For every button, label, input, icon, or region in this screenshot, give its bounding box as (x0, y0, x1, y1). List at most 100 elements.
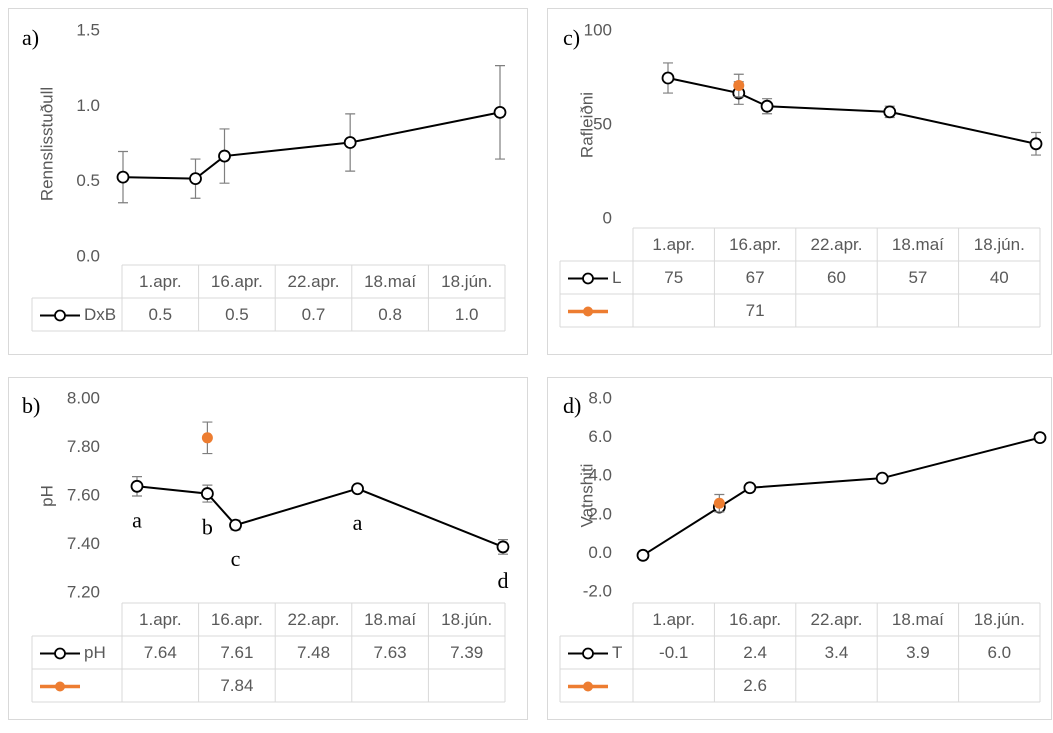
table-header: 1.apr. (652, 235, 695, 254)
table-header: 18.jún. (441, 610, 492, 629)
table-value: 1.0 (455, 305, 479, 324)
point (189, 172, 202, 186)
table-value: 3.4 (825, 643, 849, 662)
y-tick-label: 100 (584, 20, 612, 39)
table-header: 18.maí (892, 235, 944, 254)
legend-marker (583, 681, 593, 692)
table-value: 7.61 (220, 643, 253, 662)
y-tick-label: 7.40 (67, 534, 100, 553)
panel-border (547, 377, 1052, 720)
y-axis-title: Rennslisstuðull (37, 87, 56, 201)
table-value: 57 (908, 268, 927, 287)
panel-label: c) (563, 25, 580, 50)
panel-label: b) (22, 393, 40, 418)
table-header: 16.apr. (211, 610, 263, 629)
y-axis-title: pH (37, 485, 56, 507)
point (130, 479, 144, 493)
legend-label: T (612, 643, 622, 662)
point (229, 518, 242, 532)
annotation: c (231, 546, 241, 571)
series-line (122, 111, 501, 180)
point (636, 548, 650, 562)
table-header: 1.apr. (139, 610, 182, 629)
table-header: 22.apr. (288, 610, 340, 629)
table-value: 6.0 (987, 643, 1011, 662)
point (116, 170, 130, 184)
point (1033, 431, 1047, 445)
legend-marker (582, 647, 594, 660)
panel-border (8, 8, 528, 355)
y-tick-label: 0 (603, 208, 612, 227)
table-header: 18.maí (892, 610, 944, 629)
table-header: 18.maí (364, 272, 416, 291)
point (218, 149, 231, 163)
point (875, 471, 889, 485)
table-header: 16.apr. (729, 610, 781, 629)
table-value: 2.4 (743, 643, 767, 662)
table-header: 18.jún. (974, 235, 1025, 254)
y-tick-label: 0.0 (588, 543, 612, 562)
table-value: 7.84 (220, 676, 253, 695)
y-axis-title: Rafleiðni (577, 92, 596, 158)
y-tick-label: 1.0 (76, 96, 100, 115)
legend-marker (583, 306, 593, 317)
table-value: 67 (746, 268, 765, 287)
table-header: 22.apr. (811, 235, 863, 254)
table-header: 1.apr. (652, 610, 695, 629)
y-tick-label: 2.0 (588, 504, 612, 523)
point (493, 105, 507, 119)
annotation: b (202, 515, 213, 540)
table-value: 60 (827, 268, 846, 287)
table-header: 1.apr. (139, 272, 182, 291)
point (496, 540, 510, 554)
point (733, 80, 745, 92)
series-line (667, 77, 1037, 145)
legend-marker (55, 681, 65, 692)
legend-label: DxB (84, 305, 116, 324)
table-value: 75 (664, 268, 683, 287)
y-tick-label: 8.00 (67, 388, 100, 407)
annotation: a (353, 510, 363, 535)
y-tick-label: 7.80 (67, 437, 100, 456)
point (760, 99, 774, 113)
legend-marker (582, 272, 594, 285)
table-header: 18.maí (364, 610, 416, 629)
series-line (642, 436, 1041, 557)
table-value: -0.1 (659, 643, 688, 662)
table-value: 0.5 (148, 305, 172, 324)
y-tick-label: 50 (593, 114, 612, 133)
point (743, 481, 757, 495)
panel-label: a) (22, 25, 39, 50)
legend-marker (54, 647, 66, 660)
table-value: 3.9 (906, 643, 930, 662)
y-tick-label: 6.0 (588, 427, 612, 446)
y-tick-label: 8.0 (588, 388, 612, 407)
y-tick-label: 0.0 (76, 246, 100, 265)
point (661, 71, 675, 85)
legend-label: pH (84, 643, 106, 662)
table-header: 16.apr. (211, 272, 263, 291)
table-value: 0.8 (378, 305, 402, 324)
y-tick-label: 7.60 (67, 485, 100, 504)
table-header: 18.jún. (441, 272, 492, 291)
table-value: 7.39 (450, 643, 483, 662)
legend-label: L (612, 268, 621, 287)
point (351, 482, 364, 496)
table-header: 18.jún. (974, 610, 1025, 629)
annotation: d (498, 568, 509, 593)
panel-border (547, 8, 1052, 355)
table-value: 2.6 (743, 676, 767, 695)
y-tick-label: 1.5 (76, 20, 100, 39)
point (200, 487, 214, 500)
table-header: 22.apr. (811, 610, 863, 629)
table-value: 40 (990, 268, 1009, 287)
panel-label: d) (563, 393, 581, 418)
legend-marker (54, 309, 66, 322)
point (1029, 137, 1043, 151)
y-tick-label: -2.0 (583, 581, 612, 600)
table-value: 7.48 (297, 643, 330, 662)
y-axis-title: Vatnshiti (577, 464, 596, 528)
point (713, 497, 725, 509)
y-tick-label: 4.0 (588, 466, 612, 485)
